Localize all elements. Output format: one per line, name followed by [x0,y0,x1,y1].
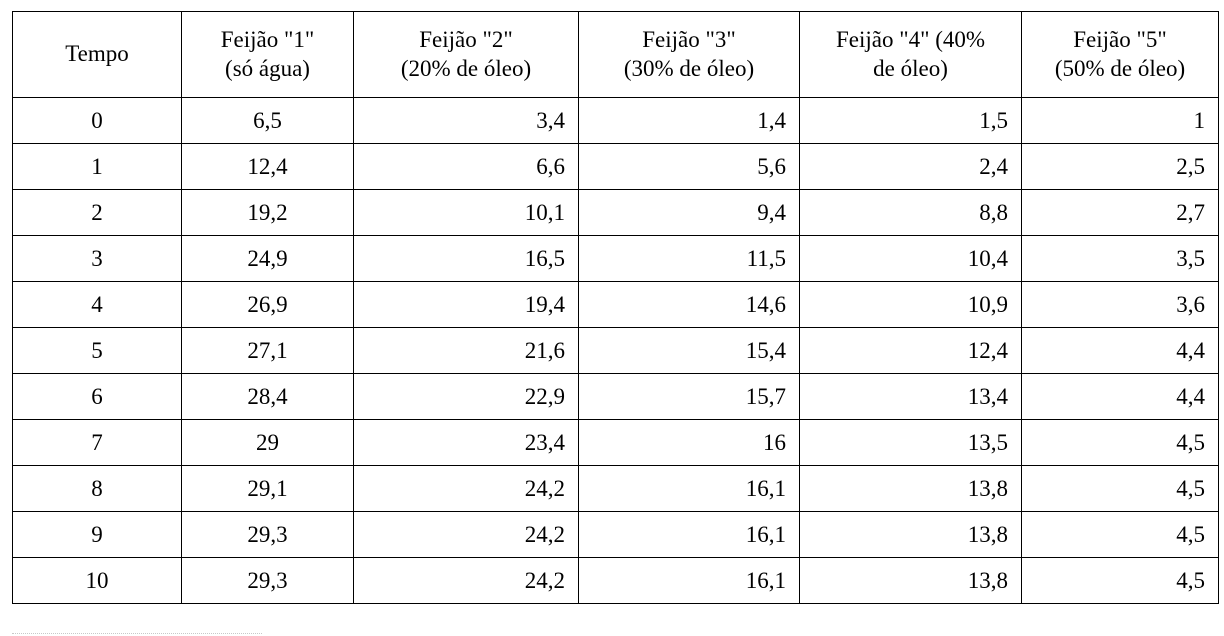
time-cell: 5 [12,327,182,374]
header-line: (30% de óleo) [623,55,755,81]
header-tempo: Tempo [12,11,182,98]
value-cell: 29,3 [181,557,354,604]
time-cell: 8 [12,465,182,512]
time-cell: 2 [12,189,182,236]
header-line: Tempo [65,41,129,67]
value-cell: 12,4 [799,327,1022,374]
header-row: Tempo Feijão "1" (só água) Feijão "2" (2… [12,11,1219,98]
table-row: 1 12,4 6,6 5,6 2,4 2,5 [12,143,1219,190]
value-cell: 1 [1021,97,1219,144]
table-row: 9 29,3 24,2 16,1 13,8 4,5 [12,511,1219,558]
header-line: Feijão "5" [1073,26,1167,52]
value-cell: 3,4 [353,97,579,144]
header-feijao-3: Feijão "3" (30% de óleo) [578,11,800,98]
header-feijao-1: Feijão "1" (só água) [181,11,354,98]
value-cell: 3,6 [1021,281,1219,328]
value-cell: 9,4 [578,189,800,236]
value-cell: 19,2 [181,189,354,236]
value-cell: 13,8 [799,511,1022,558]
table-row: 6 28,4 22,9 15,7 13,4 4,4 [12,373,1219,420]
value-cell: 10,1 [353,189,579,236]
value-cell: 16,1 [578,511,800,558]
value-cell: 13,4 [799,373,1022,420]
value-cell: 4,5 [1021,465,1219,512]
table-row: 7 29 23,4 16 13,5 4,5 [12,419,1219,466]
value-cell: 3,5 [1021,235,1219,282]
value-cell: 15,4 [578,327,800,374]
header-line: Feijão "4" (40% [835,26,986,52]
header-line: Feijão "2" [419,26,513,52]
value-cell: 28,4 [181,373,354,420]
header-line: Feijão "1" [220,26,315,52]
time-cell: 6 [12,373,182,420]
table-row: 4 26,9 19,4 14,6 10,9 3,6 [12,281,1219,328]
table-row: 3 24,9 16,5 11,5 10,4 3,5 [12,235,1219,282]
header-feijao-2: Feijão "2" (20% de óleo) [353,11,579,98]
value-cell: 16 [578,419,800,466]
value-cell: 24,9 [181,235,354,282]
time-cell: 1 [12,143,182,190]
data-table: Tempo Feijão "1" (só água) Feijão "2" (2… [12,11,1219,604]
value-cell: 10,4 [799,235,1022,282]
value-cell: 27,1 [181,327,354,374]
header-feijao-4: Feijão "4" (40% de óleo) [799,11,1022,98]
value-cell: 6,5 [181,97,354,144]
value-cell: 12,4 [181,143,354,190]
value-cell: 13,8 [799,465,1022,512]
value-cell: 13,8 [799,557,1022,604]
value-cell: 26,9 [181,281,354,328]
value-cell: 8,8 [799,189,1022,236]
value-cell: 2,4 [799,143,1022,190]
table-row: 8 29,1 24,2 16,1 13,8 4,5 [12,465,1219,512]
header-line: (20% de óleo) [400,55,532,81]
value-cell: 29,3 [181,511,354,558]
time-cell: 0 [12,97,182,144]
value-cell: 13,5 [799,419,1022,466]
value-cell: 4,4 [1021,373,1219,420]
value-cell: 5,6 [578,143,800,190]
time-cell: 10 [12,557,182,604]
table-row: 0 6,5 3,4 1,4 1,5 1 [12,97,1219,144]
value-cell: 16,5 [353,235,579,282]
value-cell: 21,6 [353,327,579,374]
value-cell: 24,2 [353,511,579,558]
value-cell: 4,5 [1021,419,1219,466]
table-row: 5 27,1 21,6 15,4 12,4 4,4 [12,327,1219,374]
value-cell: 15,7 [578,373,800,420]
header-line: de óleo) [873,55,948,81]
cropped-caption-remnant [12,628,262,636]
value-cell: 10,9 [799,281,1022,328]
value-cell: 22,9 [353,373,579,420]
header-line: (50% de óleo) [1054,55,1186,81]
header-line: (só água) [225,55,310,81]
table-row: 2 19,2 10,1 9,4 8,8 2,7 [12,189,1219,236]
value-cell: 24,2 [353,465,579,512]
time-cell: 7 [12,419,182,466]
header-line: Feijão "3" [642,26,736,52]
table-row: 10 29,3 24,2 16,1 13,8 4,5 [12,557,1219,604]
value-cell: 1,4 [578,97,800,144]
value-cell: 24,2 [353,557,579,604]
value-cell: 2,7 [1021,189,1219,236]
time-cell: 9 [12,511,182,558]
value-cell: 2,5 [1021,143,1219,190]
value-cell: 4,4 [1021,327,1219,374]
value-cell: 1,5 [799,97,1022,144]
value-cell: 4,5 [1021,557,1219,604]
value-cell: 16,1 [578,557,800,604]
value-cell: 4,5 [1021,511,1219,558]
value-cell: 29 [181,419,354,466]
table-body: 0 6,5 3,4 1,4 1,5 1 1 12,4 6,6 5,6 2,4 2,5 2 19,2 10,1… [12,97,1219,604]
value-cell: 29,1 [181,465,354,512]
value-cell: 14,6 [578,281,800,328]
value-cell: 6,6 [353,143,579,190]
time-cell: 3 [12,235,182,282]
time-cell: 4 [12,281,182,328]
value-cell: 11,5 [578,235,800,282]
value-cell: 16,1 [578,465,800,512]
value-cell: 23,4 [353,419,579,466]
header-feijao-5: Feijão "5" (50% de óleo) [1021,11,1219,98]
value-cell: 19,4 [353,281,579,328]
